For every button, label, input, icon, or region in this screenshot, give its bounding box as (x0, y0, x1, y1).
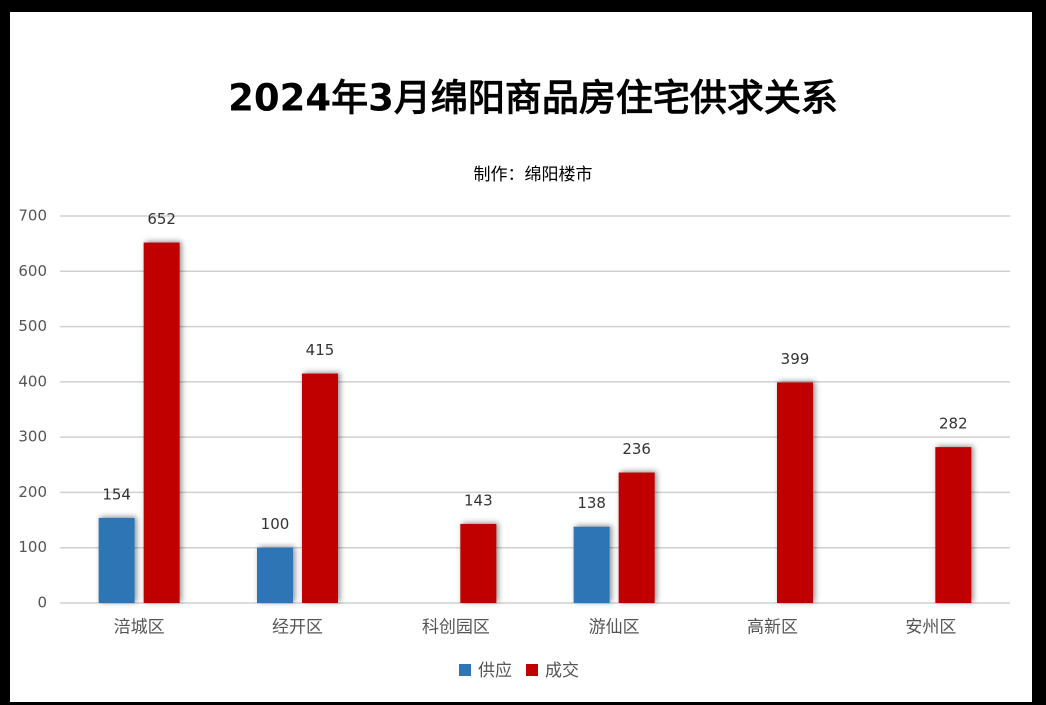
bar (777, 382, 813, 603)
value-label: 399 (781, 350, 810, 368)
legend-label: 成交 (545, 661, 579, 681)
value-label: 236 (622, 440, 651, 458)
value-label: 143 (464, 491, 493, 509)
legend-swatch (459, 664, 471, 676)
value-label: 652 (147, 210, 176, 228)
y-tick-label: 600 (18, 262, 47, 280)
x-tick-label: 游仙区 (589, 618, 640, 638)
value-label: 100 (261, 515, 290, 533)
x-tick-label: 涪城区 (114, 618, 165, 638)
y-tick-label: 300 (18, 428, 47, 446)
y-tick-label: 200 (18, 483, 47, 501)
value-label: 415 (306, 341, 335, 359)
bar (460, 523, 497, 603)
x-tick-label: 安州区 (905, 618, 956, 638)
bar (98, 517, 135, 603)
legend-swatch (526, 664, 538, 676)
bar (618, 472, 655, 603)
value-label: 282 (939, 415, 968, 433)
y-tick-label: 700 (18, 207, 47, 225)
bar (257, 547, 293, 603)
y-tick-label: 400 (18, 372, 47, 390)
bar (143, 242, 180, 603)
x-tick-label: 高新区 (747, 618, 798, 638)
chart-area (10, 12, 1032, 702)
x-tick-label: 经开区 (272, 618, 323, 638)
y-tick-label: 100 (18, 538, 47, 556)
legend-label: 供应 (478, 661, 512, 681)
bar (302, 373, 338, 603)
x-tick-label: 科创园区 (422, 618, 490, 638)
bar (573, 526, 610, 603)
y-tick-label: 0 (37, 594, 47, 612)
value-label: 138 (577, 494, 606, 512)
value-label: 154 (102, 485, 131, 503)
chart-subtitle: 制作：绵阳楼市 (474, 165, 593, 185)
chart-title: 2024年3月绵阳商品房住宅供求关系 (228, 77, 838, 120)
y-tick-label: 500 (18, 317, 47, 335)
bar (935, 447, 972, 603)
